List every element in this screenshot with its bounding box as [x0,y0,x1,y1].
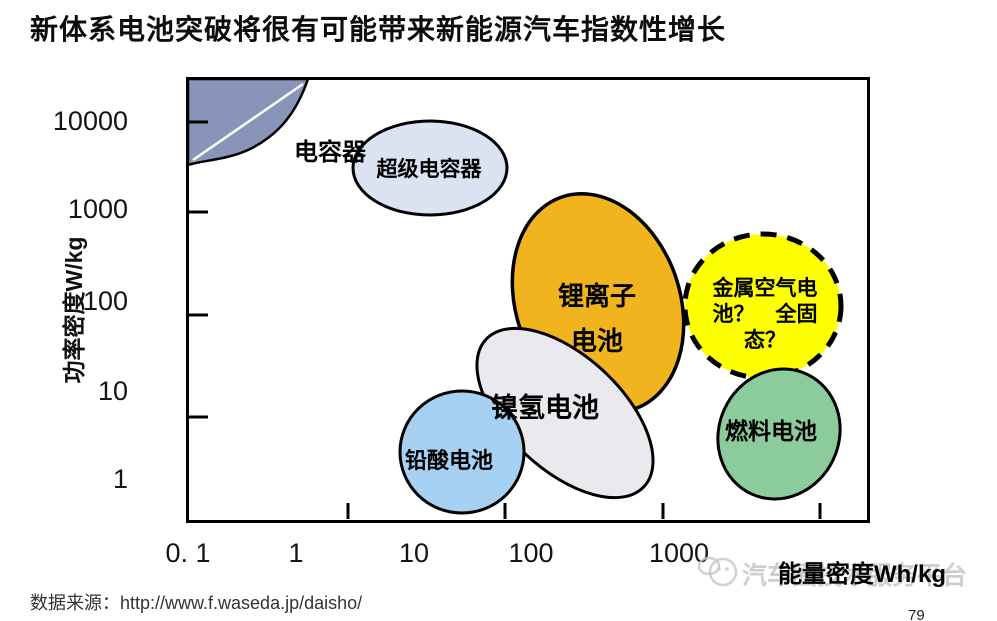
lead-acid-label: 铅酸电池 [404,448,493,473]
metal-air-solid-state-label: 金属空气电 池？ 全固 态？ [675,276,855,354]
fuel-cell-label: 燃料电池 [725,418,817,444]
y-tick-label-10: 10 [97,376,128,406]
x-tick-marks [346,503,822,519]
watermark-text: 汽车圈技术服务平台 [742,562,968,590]
nimh-label: 镍氢电池 [491,393,599,423]
x-tick-label-10: 10 [398,538,430,568]
y-tick-label-1: 1 [112,464,128,494]
metal-air-label-line3: 态？ [744,329,786,352]
data-source-text: 数据来源：http://www.f.waseda.jp/daisho/ [30,593,363,613]
x-tick-label-100: 100 [508,538,554,568]
supercapacitor-label: 超级电容器 [376,158,482,181]
watermark-logo-icon [697,556,738,587]
li-ion-label-line2: 电池 [570,326,623,356]
x-axis-title: 能量密度Wh/kg [778,561,946,588]
y-tick-label-100: 100 [82,286,128,316]
y-tick-marks [189,120,208,419]
metal-air-label-line1: 金属空气电 [712,277,818,300]
y-tick-label-1000: 1000 [67,194,128,224]
watermark: 汽车圈技术服务平台 [695,548,995,596]
x-tick-label-1: 1 [288,538,304,568]
page-number: 79 [908,607,925,621]
metal-air-label-line2: 池？ 全固 [712,303,818,326]
li-ion-label-line1: 锂离子 [557,281,636,311]
x-tick-label-0-1: 0. 1 [165,538,211,568]
y-tick-label-10000: 10000 [52,106,128,136]
page-title: 新体系电池突破将很有可能带来新能源汽车指数性增长 [30,14,727,45]
